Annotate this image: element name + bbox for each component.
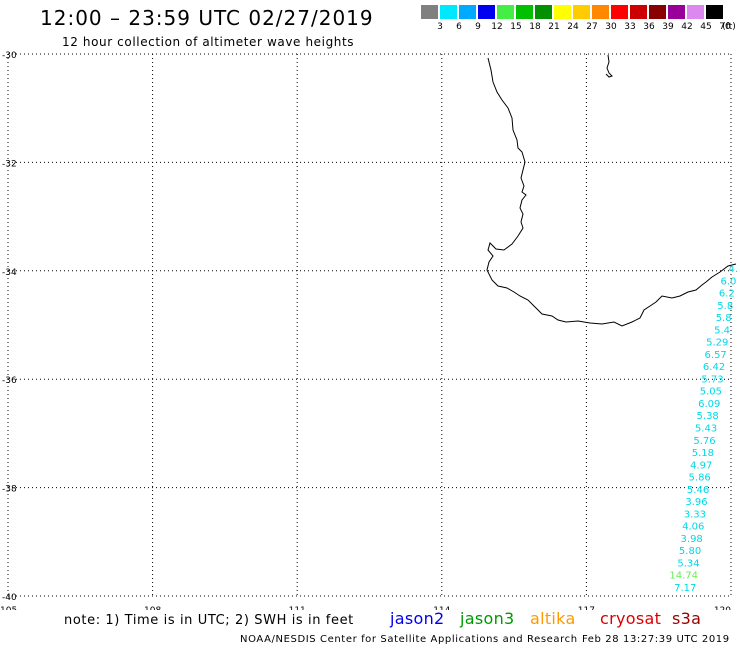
generated-timestamp: Feb 28 13:27:39 UTC 2019 [582,634,730,645]
scale-swatch-42 [668,5,685,19]
longitude-label: 105 [0,606,17,610]
scale-swatch-30 [592,5,609,19]
latitude-label: -38 [2,485,17,495]
scale-label-12: 12 [491,22,503,32]
units-note: note: 1) Time is in UTC; 2) SWH is in fe… [64,613,354,628]
lat-lon-grid [7,53,732,597]
offshore-island [605,54,613,78]
scale-label-9: 9 [475,22,481,32]
wave-height-observation: 5.29 [706,338,728,349]
wave-height-observation: 7.17 [674,583,696,594]
axis-labels: -30 -32 -34 -36 -38 -40 105 108 111 114 117 120 [0,51,731,610]
wave-height-observation: 5.34 [677,558,699,569]
scale-swatch-27 [573,5,590,19]
wave-height-observation: 5.76 [693,436,715,447]
scale-label-45: 45 [700,22,712,32]
scale-label-27: 27 [586,22,598,32]
scale-label-6: 6 [456,22,462,32]
scale-swatch-15 [497,5,514,19]
satellite-jason2-label: jason2 [390,609,445,628]
wave-height-observation: 6.09 [698,399,720,410]
wave-height-observation: 5.46 [687,485,709,496]
wave-height-observation: 5.4 [714,325,730,336]
scale-swatch-3 [421,5,438,19]
wave-height-observation: 5.05 [700,387,722,398]
map-title: 12:00 – 23:59 UTC 02/27/2019 [40,6,374,30]
wave-height-observation: 5.73 [701,374,723,385]
latitude-label: -32 [2,159,17,169]
latitude-label: -36 [2,376,17,386]
longitude-label: 117 [578,606,595,610]
scale-label-39: 39 [662,22,674,32]
wave-height-observation: 3.96 [685,497,707,508]
scale-label-15: 15 [510,22,522,32]
map-subtitle: 12 hour collection of altimeter wave hei… [62,35,355,49]
wave-height-observation: 5.43 [695,424,717,435]
scale-swatch-12 [478,5,495,19]
scale-swatch-33 [611,5,628,19]
wave-height-observation: 6.57 [705,350,727,361]
satellite-cryosat-label: cryosat [600,609,662,628]
latitude-label: -40 [2,593,17,603]
longitude-label: 108 [144,606,161,610]
wave-height-observation: 5.38 [697,411,719,422]
scale-label-36: 36 [643,22,655,32]
scale-swatch-18 [516,5,533,19]
wave-height-observation: 4.06 [682,522,704,533]
scale-label-30: 30 [605,22,617,32]
longitude-label: 114 [433,606,450,610]
wave-height-observation: 5.80 [679,546,701,557]
scale-label-33: 33 [624,22,636,32]
australia-coastline [486,57,737,327]
scale-label-18: 18 [529,22,541,32]
scale-swatch-9 [459,5,476,19]
credit-text: NOAA/NESDIS Center for Satellite Applica… [240,634,578,645]
scale-swatch-24 [554,5,571,19]
satellite-altika-label: altika [530,609,576,628]
scale-swatch-36 [630,5,647,19]
wave-height-observation: 6.2 [719,289,735,300]
wave-height-observation: 3.33 [684,509,706,520]
wave-height-observation: 4.97 [690,460,712,471]
scale-label-70: 70 [719,22,731,32]
wave-height-observation: 5.8 [717,301,733,312]
scale-unit-label: (ft) [722,22,736,32]
scale-swatch-21 [535,5,552,19]
longitude-label: 111 [289,606,306,610]
scale-swatch-39 [649,5,666,19]
wave-height-observation: 5.8 [716,313,732,324]
wave-height-observation: 5.18 [692,448,714,459]
longitude-label: 120 [714,606,731,610]
scale-swatch-45 [687,5,704,19]
wave-height-observations: 4.6.06.25.85.85.45.296.576.425.735.056.0… [669,264,738,594]
scale-label-21: 21 [548,22,560,32]
wave-height-observation: 6.0 [720,276,736,287]
wave-height-observation: 6.42 [703,362,725,373]
wave-height-observation: 4. [728,264,738,275]
scale-label-24: 24 [567,22,579,32]
scale-label-42: 42 [681,22,693,32]
scale-swatch-6 [440,5,457,19]
wave-height-observation: 5.86 [689,473,711,484]
latitude-label: -30 [2,51,17,61]
latitude-label: -34 [2,268,17,278]
wave-height-observation: 14.74 [669,571,698,582]
scale-label-3: 3 [437,22,443,32]
wave-height-map: -30-32-34-36-38-40105108111114117120 4.6… [0,51,738,610]
satellite-s3a-label: s3a [672,609,702,628]
wave-height-observation: 3.98 [681,534,703,545]
scale-swatch-70 [706,5,723,19]
satellite-jason3-label: jason3 [460,609,515,628]
